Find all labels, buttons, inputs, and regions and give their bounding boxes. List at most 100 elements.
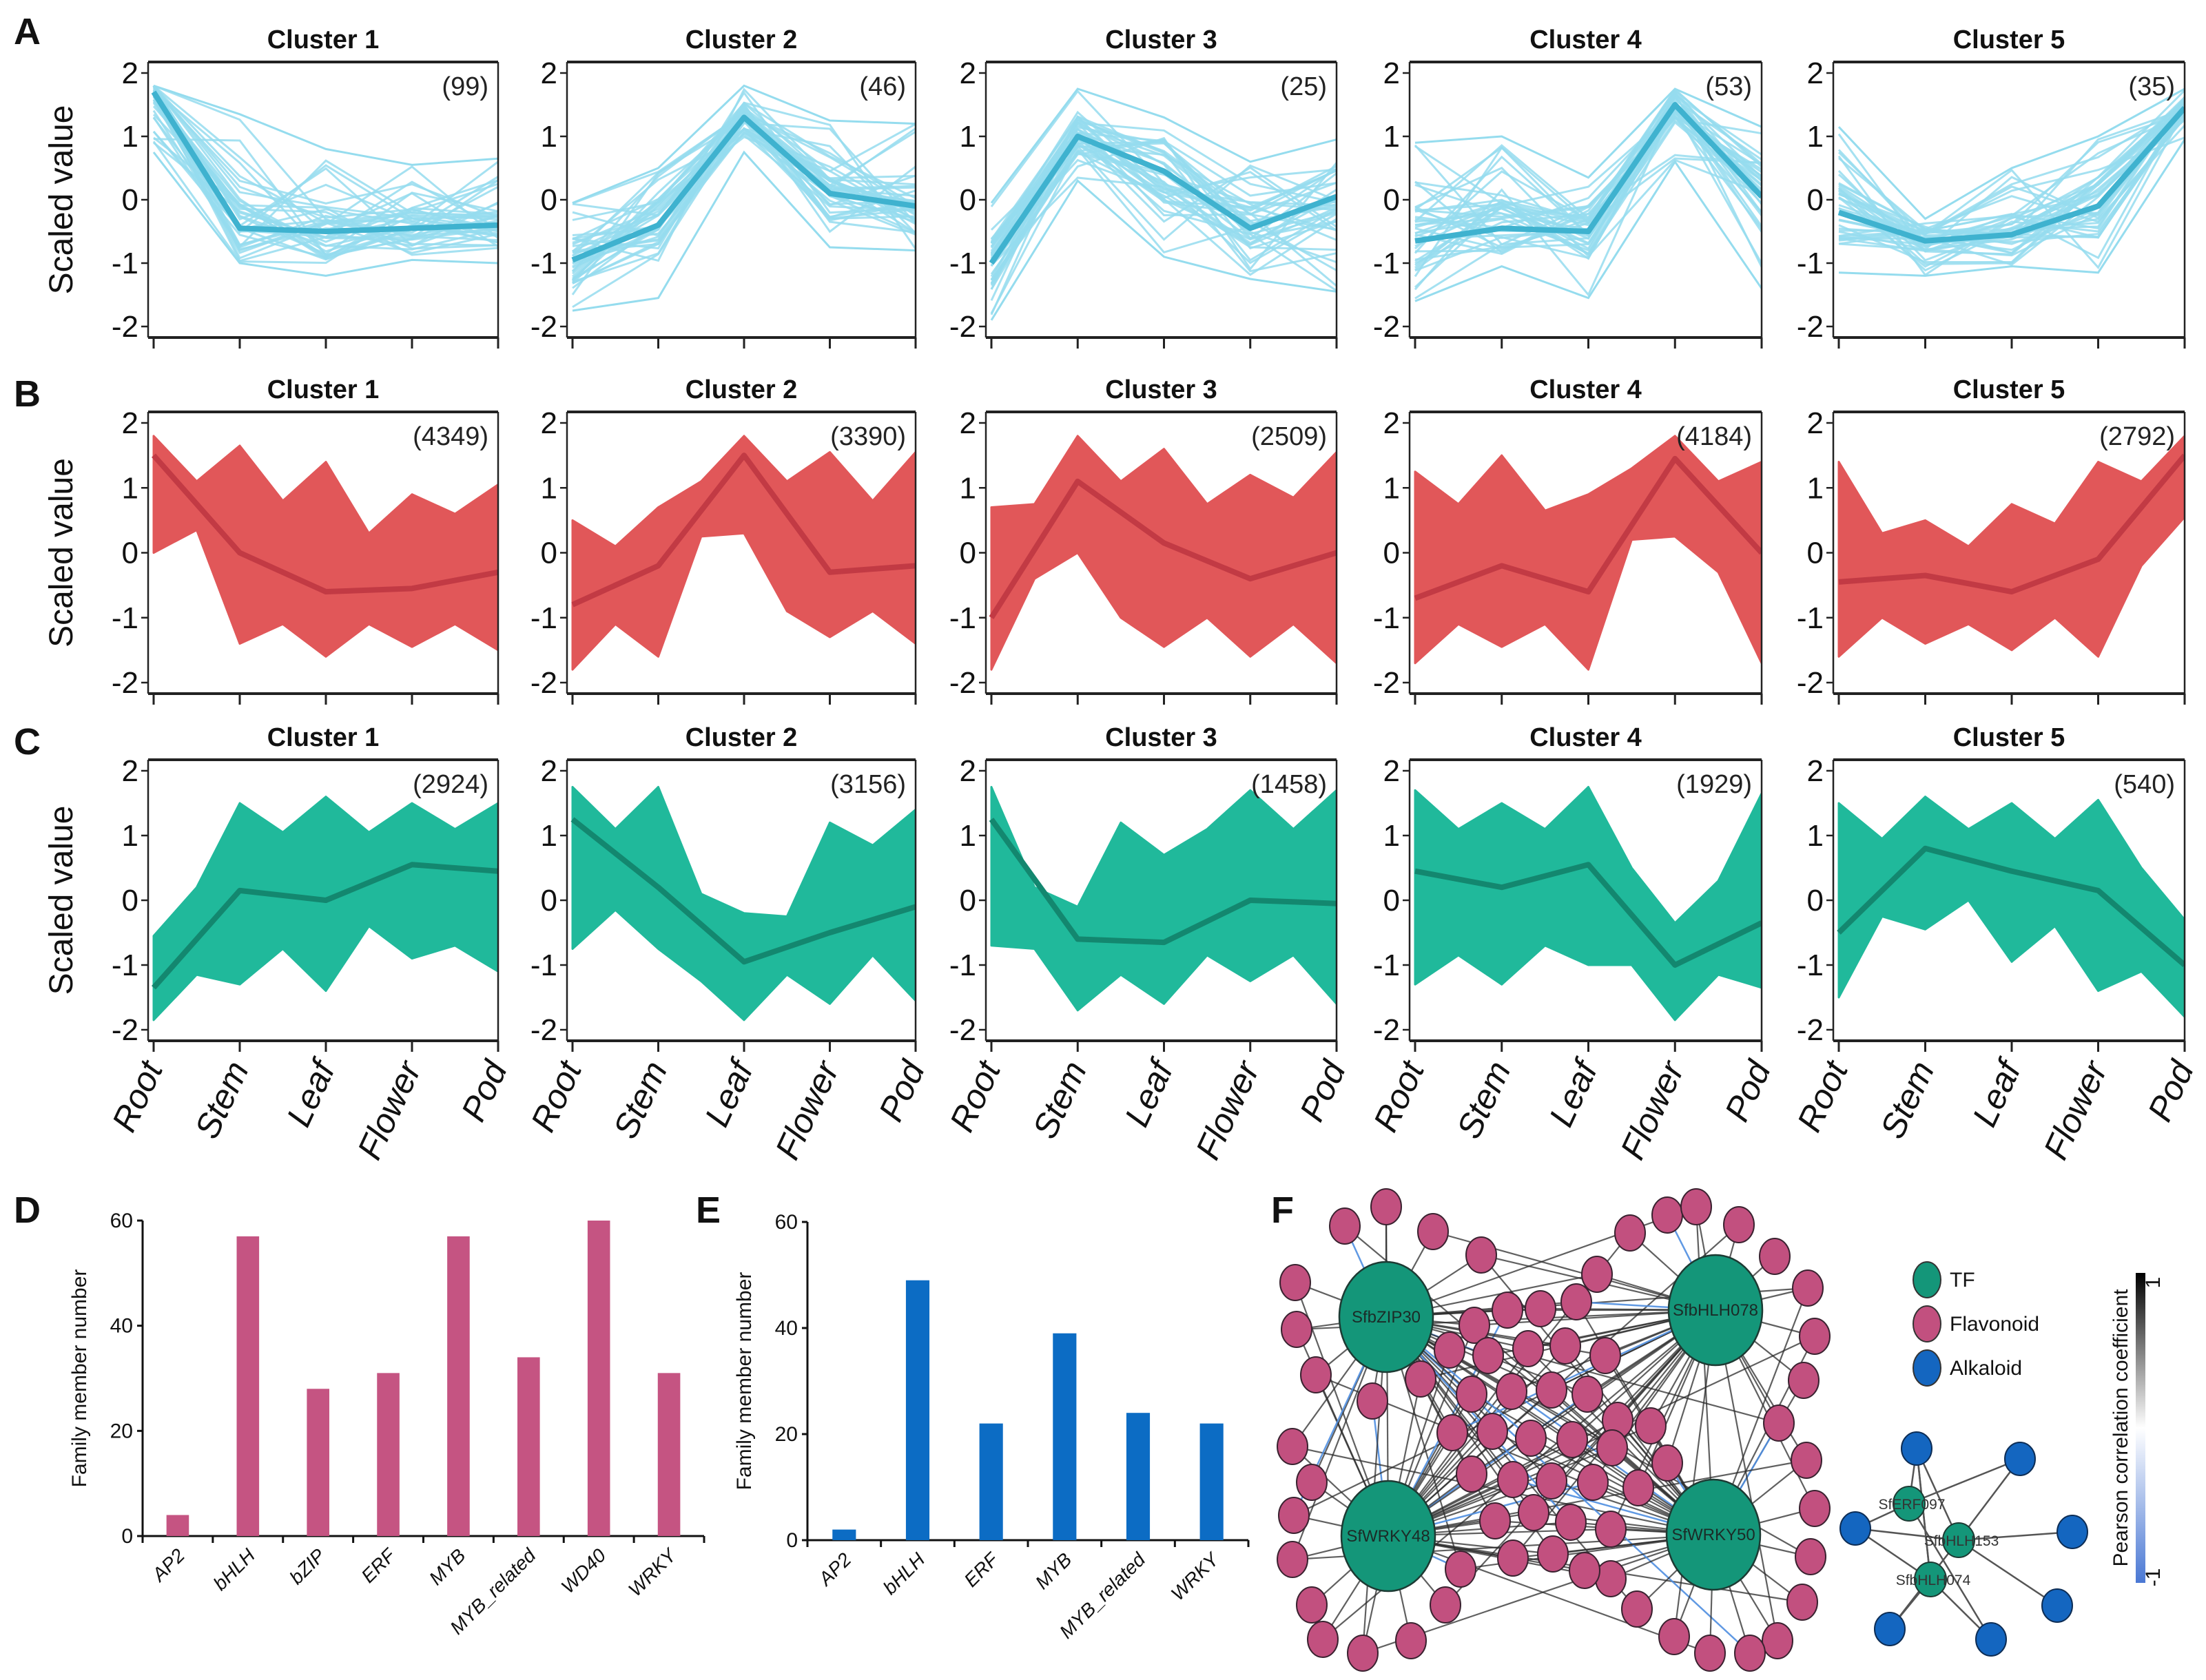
expression-band <box>1837 435 2185 658</box>
alkaloid-node[interactable] <box>1901 1431 1932 1466</box>
flavonoid-node[interactable] <box>1277 1428 1308 1465</box>
tf-hub-node[interactable] <box>1667 1254 1764 1367</box>
flavonoid-node[interactable] <box>1347 1635 1379 1672</box>
alkaloid-node[interactable] <box>2041 1588 2073 1623</box>
flavonoid-node[interactable] <box>1763 1404 1795 1442</box>
flavonoid-node[interactable] <box>1788 1362 1820 1399</box>
flavonoid-node[interactable] <box>1479 1502 1511 1539</box>
flavonoid-node[interactable] <box>1525 1290 1556 1327</box>
tf-hub-node[interactable] <box>1338 1261 1434 1373</box>
flavonoid-node[interactable] <box>1277 1541 1308 1578</box>
flavonoid-node[interactable] <box>1680 1188 1712 1225</box>
alkaloid-node[interactable] <box>2056 1515 2088 1549</box>
flavonoid-node[interactable] <box>1635 1407 1667 1444</box>
flavonoid-node[interactable] <box>1723 1206 1755 1243</box>
gene-profile-line <box>153 85 498 247</box>
y-tick-label: 0 <box>960 183 976 217</box>
flavonoid-node[interactable] <box>1581 1256 1613 1293</box>
flavonoid-node[interactable] <box>1595 1511 1627 1548</box>
cluster-plot-5: Cluster 5 2 1 0 -1 -2 (35) <box>1797 25 2186 349</box>
flavonoid-node[interactable] <box>1300 1356 1332 1393</box>
tf-hub-node[interactable] <box>1340 1480 1436 1593</box>
cluster-title: Cluster 2 <box>685 375 798 404</box>
flavonoid-node[interactable] <box>1417 1213 1449 1250</box>
flavonoid-node[interactable] <box>1279 1264 1311 1301</box>
flavonoid-node[interactable] <box>1651 1444 1683 1482</box>
flavonoid-node[interactable] <box>1497 1539 1529 1577</box>
gene-profile-line <box>572 84 916 204</box>
gene-profile-line <box>152 85 498 232</box>
flavonoid-node[interactable] <box>1799 1490 1831 1527</box>
mean-profile-line <box>989 134 1337 265</box>
cluster-title: Cluster 3 <box>1105 25 1217 54</box>
flavonoid-node[interactable] <box>1596 1429 1628 1466</box>
flavonoid-node[interactable] <box>1651 1196 1683 1234</box>
flavonoid-node[interactable] <box>1515 1420 1547 1457</box>
tf-node[interactable] <box>1942 1522 1975 1558</box>
alkaloid-node[interactable] <box>2004 1442 2036 1476</box>
flavonoid-node[interactable] <box>1658 1618 1690 1655</box>
flavonoid-node[interactable] <box>1456 1455 1487 1493</box>
flavonoid-node[interactable] <box>1307 1621 1339 1658</box>
flavonoid-node[interactable] <box>1537 1535 1569 1573</box>
flavonoid-node[interactable] <box>1762 1622 1793 1659</box>
x-tick-label: bHLH <box>209 1544 260 1595</box>
flavonoid-node[interactable] <box>1622 1469 1654 1506</box>
flavonoid-node[interactable] <box>1571 1376 1603 1413</box>
flavonoid-node[interactable] <box>1556 1421 1588 1458</box>
flavonoid-node[interactable] <box>1569 1552 1600 1589</box>
flavonoid-node[interactable] <box>1694 1635 1726 1672</box>
alkaloid-node[interactable] <box>1839 1511 1871 1546</box>
flavonoid-node[interactable] <box>1296 1586 1328 1624</box>
alkaloid-node[interactable] <box>1975 1622 2007 1657</box>
tf-node[interactable] <box>1914 1562 1947 1597</box>
flavonoid-node[interactable] <box>1734 1635 1766 1672</box>
flavonoid-node[interactable] <box>1492 1292 1523 1329</box>
flavonoid-node[interactable] <box>1595 1560 1627 1597</box>
flavonoid-node[interactable] <box>1465 1236 1497 1274</box>
tf-hub-node[interactable] <box>1665 1478 1762 1591</box>
bar-bhlh <box>905 1280 930 1540</box>
flavonoid-node[interactable] <box>1549 1327 1581 1365</box>
flavonoid-node[interactable] <box>1786 1584 1818 1621</box>
flavonoid-node[interactable] <box>1456 1376 1487 1413</box>
flavonoid-node[interactable] <box>1497 1461 1529 1498</box>
flavonoid-node[interactable] <box>1434 1331 1465 1369</box>
flavonoid-node[interactable] <box>1560 1283 1592 1320</box>
flavonoid-node[interactable] <box>1759 1238 1791 1275</box>
flavonoid-node[interactable] <box>1370 1188 1402 1225</box>
flavonoid-node[interactable] <box>1445 1551 1476 1588</box>
cluster-gene-count: (35) <box>2128 72 2175 101</box>
flavonoid-node[interactable] <box>1536 1462 1567 1500</box>
flavonoid-node[interactable] <box>1496 1373 1527 1410</box>
flavonoid-node[interactable] <box>1430 1586 1461 1624</box>
flavonoid-node[interactable] <box>1476 1413 1508 1450</box>
flavonoid-node[interactable] <box>1296 1464 1328 1501</box>
flavonoid-node[interactable] <box>1329 1207 1361 1245</box>
flavonoid-node[interactable] <box>1621 1590 1653 1628</box>
flavonoid-node[interactable] <box>1436 1414 1468 1451</box>
flavonoid-node[interactable] <box>1472 1337 1504 1374</box>
flavonoid-node[interactable] <box>1791 1442 1822 1479</box>
flavonoid-node[interactable] <box>1512 1330 1544 1367</box>
flavonoid-node[interactable] <box>1589 1337 1621 1374</box>
flavonoid-node[interactable] <box>1536 1371 1567 1409</box>
flavonoid-node[interactable] <box>1278 1497 1310 1534</box>
flavonoid-node[interactable] <box>1792 1269 1824 1307</box>
flavonoid-node[interactable] <box>1614 1214 1646 1252</box>
flavonoid-node[interactable] <box>1555 1504 1587 1541</box>
legend-label: Alkaloid <box>1950 1357 2022 1380</box>
flavonoid-node[interactable] <box>1281 1311 1312 1348</box>
flavonoid-node[interactable] <box>1799 1318 1831 1355</box>
flavonoid-node[interactable] <box>1395 1622 1427 1659</box>
flavonoid-node[interactable] <box>1405 1360 1436 1398</box>
flavonoid-node[interactable] <box>1357 1382 1388 1420</box>
flavonoid-node[interactable] <box>1795 1538 1826 1575</box>
flavonoid-node[interactable] <box>1577 1464 1609 1501</box>
y-tick-label: 0 <box>122 884 138 917</box>
alkaloid-node[interactable] <box>1874 1612 1906 1646</box>
flavonoid-node[interactable] <box>1458 1307 1490 1344</box>
flavonoid-node[interactable] <box>1518 1494 1549 1531</box>
tf-node[interactable] <box>1893 1486 1926 1522</box>
bar-bzip <box>307 1389 329 1536</box>
